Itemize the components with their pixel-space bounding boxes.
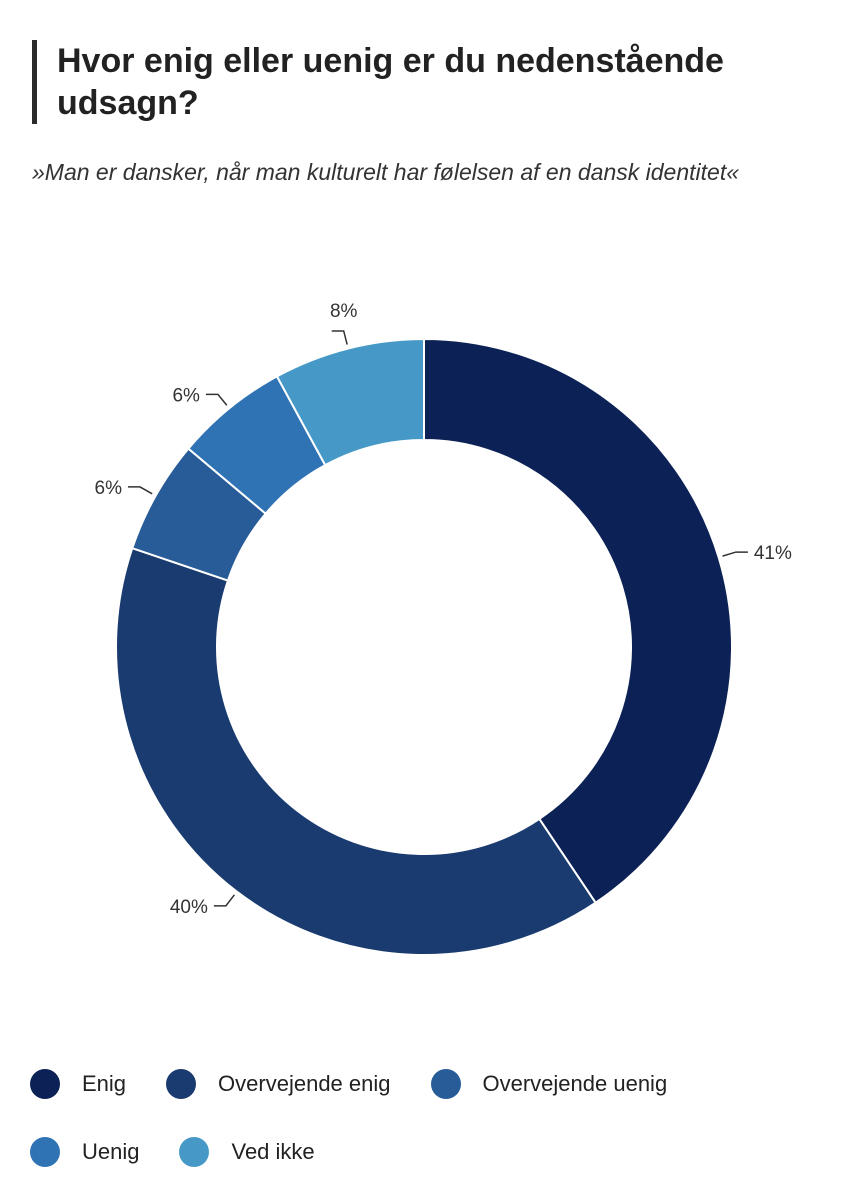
- leader-line: [128, 486, 153, 495]
- data-label: 6%: [172, 385, 200, 406]
- legend-label: Overvejende uenig: [482, 1071, 668, 1096]
- donut-slice-enig[interactable]: [423, 337, 733, 905]
- legend-swatch: [30, 1137, 60, 1167]
- data-label: 41%: [754, 543, 792, 564]
- legend-swatch: [430, 1069, 461, 1099]
- legend-swatch: [166, 1069, 197, 1099]
- legend-swatch: [179, 1137, 210, 1167]
- legend-item-overvejende-uenig[interactable]: Overvejende uenig: [430, 1068, 668, 1100]
- legend-item-ved-ikke[interactable]: Ved ikke: [179, 1136, 315, 1168]
- data-label: 40%: [170, 897, 208, 918]
- legend-label: Overvejende enig: [218, 1071, 391, 1096]
- data-label: 6%: [95, 478, 123, 499]
- legend-item-enig[interactable]: Enig: [30, 1068, 126, 1100]
- legend-item-overvejende-enig[interactable]: Overvejende enig: [166, 1068, 391, 1100]
- chart-subtitle: »Man er dansker, når man kulturelt har f…: [32, 159, 740, 185]
- data-label: 8%: [330, 301, 358, 322]
- donut-chart: 41% 40% 6% 6% 8%: [95, 301, 792, 956]
- legend-label: Uenig: [82, 1139, 140, 1164]
- legend-label: Ved ikke: [231, 1139, 315, 1164]
- donut-slice-ved-ikke[interactable]: [275, 337, 425, 467]
- leader-line: [331, 330, 348, 345]
- chart-title: Hvor enig eller uenig er du nedenstående…: [57, 42, 724, 122]
- donut-slice-overvejende-enig[interactable]: [115, 546, 598, 956]
- leader-line: [722, 551, 748, 557]
- legend-swatch: [30, 1069, 60, 1099]
- leader-line: [205, 393, 228, 406]
- chart-header: Hvor enig eller uenig er du nedenstående…: [32, 40, 847, 124]
- legend-item-uenig[interactable]: Uenig: [30, 1136, 139, 1168]
- leader-line: [213, 894, 235, 907]
- legend: Enig Overvejende enig Overvejende uenig …: [30, 1068, 830, 1168]
- legend-label: Enig: [82, 1071, 127, 1096]
